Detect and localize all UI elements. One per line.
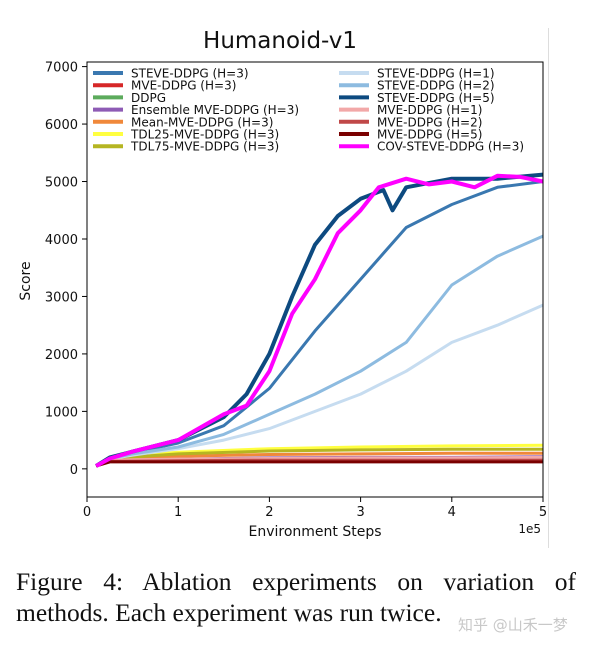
legend-label: STEVE-DDPG (H=2) <box>377 79 495 93</box>
y-tick-label: 0 <box>70 463 78 478</box>
series-line-12 <box>95 460 543 468</box>
legend-label: STEVE-DDPG (H=3) <box>131 67 249 81</box>
x-axis-label: Environment Steps <box>248 524 381 540</box>
x-offset-label: 1e5 <box>518 522 541 536</box>
legend-label: COV-STEVE-DDPG (H=3) <box>377 140 524 154</box>
legend-label: Ensemble MVE-DDPG (H=3) <box>131 103 299 117</box>
y-tick-label: 5000 <box>45 176 78 191</box>
legend-label: DDPG <box>131 91 166 105</box>
series-line-9 <box>95 172 544 468</box>
legend: STEVE-DDPG (H=3)MVE-DDPG (H=3)DDPGEnsemb… <box>91 66 541 156</box>
x-tick-label: 5 <box>539 505 547 520</box>
legend-label: MVE-DDPG (H=2) <box>377 115 482 129</box>
x-tick-label: 2 <box>265 505 273 520</box>
y-axis-label: Score <box>18 261 34 300</box>
page-rule <box>548 28 549 548</box>
legend-label: MVE-DDPG (H=1) <box>377 103 482 117</box>
x-tick-label: 3 <box>356 505 364 520</box>
x-tick-label: 1 <box>174 505 182 520</box>
figure-caption: Figure 4: Ablation experiments on variat… <box>16 567 576 627</box>
chart-title: Humanoid-v1 <box>203 28 357 54</box>
plot-frame <box>86 61 544 498</box>
series-line-0 <box>95 180 544 468</box>
legend-label: MVE-DDPG (H=5) <box>377 128 482 142</box>
legend-box <box>91 66 541 156</box>
x-tick-label: 4 <box>448 505 456 520</box>
legend-label: MVE-DDPG (H=3) <box>131 79 236 93</box>
y-tick-label: 2000 <box>45 348 78 363</box>
series-line-13 <box>95 173 544 468</box>
y-tick-label: 3000 <box>45 290 78 305</box>
y-tick-label: 1000 <box>45 405 78 420</box>
y-tick-label: 6000 <box>45 118 78 133</box>
chart: Humanoid-v1 Score Environment Steps 1e5 … <box>18 28 547 540</box>
legend-label: TDL25-MVE-DDPG (H=3) <box>130 128 279 142</box>
legend-label: STEVE-DDPG (H=1) <box>377 67 495 81</box>
legend-label: TDL75-MVE-DDPG (H=3) <box>130 140 279 154</box>
y-tick-label: 4000 <box>45 233 78 248</box>
y-tick-label: 7000 <box>45 61 78 76</box>
watermark: 知乎 @山禾一梦 <box>458 616 568 634</box>
legend-label: STEVE-DDPG (H=5) <box>377 91 495 105</box>
x-tick-label: 0 <box>83 505 91 520</box>
legend-label: Mean-MVE-DDPG (H=3) <box>131 115 273 129</box>
